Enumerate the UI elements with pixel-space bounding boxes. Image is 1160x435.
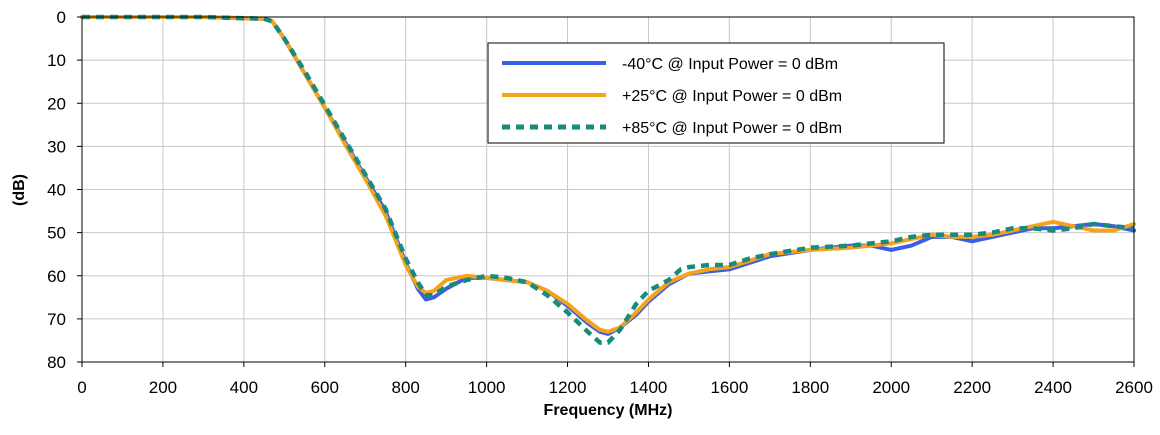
- y-tick-label: 0: [57, 8, 66, 27]
- legend: -40°C @ Input Power = 0 dBm +25°C @ Input…: [487, 42, 945, 144]
- x-tick-label: 200: [149, 378, 177, 397]
- series-layer: [80, 14, 1136, 345]
- x-tick-label: 400: [230, 378, 258, 397]
- legend-label-2: +25°C @ Input Power = 0 dBm: [622, 88, 842, 105]
- y-tick-label: 10: [47, 51, 66, 70]
- x-tick-label: 1800: [791, 378, 829, 397]
- y-tick-labels: 0 10 20 30 40 50 60 70 80: [47, 8, 82, 372]
- x-tick-label: 0: [77, 378, 86, 397]
- y-axis-title: (dB): [11, 174, 28, 206]
- y-tick-label: 60: [47, 267, 66, 286]
- x-tick-label: 600: [311, 378, 339, 397]
- legend-label-1: -40°C @ Input Power = 0 dBm: [622, 56, 838, 73]
- x-axis-title: Frequency (MHz): [544, 402, 673, 419]
- y-tick-label: 30: [47, 137, 66, 156]
- x-tick-label: 2400: [1034, 378, 1072, 397]
- y-tick-label: 20: [47, 94, 66, 113]
- x-tick-label: 1400: [630, 378, 668, 397]
- y-tick-label: 50: [47, 224, 66, 243]
- y-tick-label: 70: [47, 310, 66, 329]
- legend-label-3: +85°C @ Input Power = 0 dBm: [622, 120, 842, 137]
- x-tick-label: 800: [392, 378, 420, 397]
- x-tick-label: 1600: [710, 378, 748, 397]
- x-tick-labels: 0 200 400 600 800 1000 1200 1400 1600 1800 2000 220…: [77, 362, 1153, 397]
- x-tick-label: 1000: [468, 378, 506, 397]
- x-tick-label: 2200: [953, 378, 991, 397]
- x-tick-label: 1200: [549, 378, 587, 397]
- series-line-3: [82, 14, 1135, 345]
- y-tick-label: 80: [47, 353, 66, 372]
- x-tick-label: 2000: [872, 378, 910, 397]
- y-tick-label: 40: [47, 181, 66, 200]
- x-tick-label: 2600: [1115, 378, 1153, 397]
